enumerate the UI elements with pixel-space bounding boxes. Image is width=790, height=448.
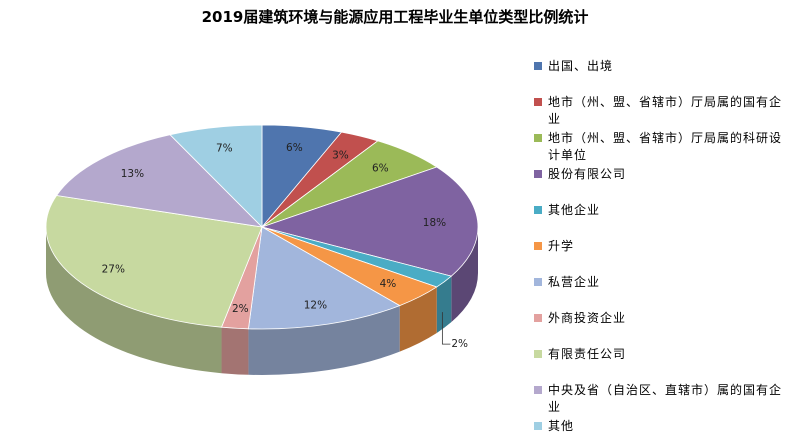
slice-label: 12%	[304, 300, 327, 312]
legend-item: 私营企业	[532, 274, 782, 291]
legend-item: 其他企业	[532, 202, 782, 219]
legend-swatch	[534, 278, 542, 286]
legend-item: 出国、出境	[532, 58, 782, 75]
legend-label: 私营企业	[548, 275, 601, 289]
legend-label: 中央及省（自治区、直辖市）属的国有企业	[548, 383, 783, 414]
legend-swatch	[534, 98, 542, 106]
legend-swatch	[534, 170, 542, 178]
legend-label: 出国、出境	[548, 59, 614, 73]
legend-swatch	[534, 62, 542, 70]
legend-swatch	[534, 242, 542, 250]
chart-title: 2019届建筑环境与能源应用工程毕业生单位类型比例统计	[201, 8, 589, 26]
legend-item: 升学	[532, 238, 782, 255]
legend-label: 地市（州、盟、省辖市）厅局属的国有企业	[548, 95, 783, 126]
pie-slice	[45, 195, 263, 328]
pie-slice	[260, 166, 479, 277]
legend-label: 外商投资企业	[548, 311, 627, 325]
legend-swatch	[534, 350, 542, 358]
pie-side-wall	[221, 327, 249, 375]
legend-label: 地市（州、盟、省辖市）厅局属的科研设计单位	[548, 131, 783, 162]
legend-item: 股份有限公司	[532, 166, 782, 183]
callout-line	[441, 312, 451, 345]
slice-label: 6%	[372, 163, 389, 175]
legend-swatch	[534, 134, 542, 142]
pie-side-wall	[451, 227, 478, 323]
legend-swatch	[534, 206, 542, 214]
legend-swatch	[534, 386, 542, 394]
slice-label: 7%	[216, 142, 233, 154]
slice-label: 2%	[232, 303, 249, 315]
slice-label: 13%	[121, 168, 144, 180]
slice-label: 6%	[286, 142, 303, 154]
slice-label: 18%	[423, 217, 446, 229]
legend-item: 地市（州、盟、省辖市）厅局属的科研设计单位	[532, 130, 782, 164]
pie-slice	[169, 124, 263, 228]
legend-label: 有限责任公司	[548, 347, 627, 361]
legend-label: 升学	[548, 239, 575, 253]
pie-side-wall	[45, 227, 222, 374]
pie-side-wall	[436, 276, 452, 333]
legend-swatch	[534, 422, 542, 430]
legend-item: 地市（州、盟、省辖市）厅局属的国有企业	[532, 94, 782, 128]
slice-label: 27%	[102, 264, 125, 276]
legend-item: 中央及省（自治区、直辖市）属的国有企业	[532, 382, 782, 416]
legend-label: 其他	[548, 419, 575, 433]
pie-side-wall	[399, 286, 437, 352]
legend-label: 股份有限公司	[548, 167, 627, 181]
legend-label: 其他企业	[548, 203, 601, 217]
legend-item: 其他	[532, 418, 782, 435]
slice-label: 4%	[380, 278, 397, 290]
slice-label: 3%	[332, 149, 349, 161]
legend-item: 外商投资企业	[532, 310, 782, 327]
pie-slice	[55, 134, 264, 228]
legend-item: 有限责任公司	[532, 346, 782, 363]
callout-label: 2%	[451, 338, 468, 350]
legend-swatch	[534, 314, 542, 322]
pie-slice	[247, 226, 401, 330]
pie-side-wall	[248, 305, 400, 375]
